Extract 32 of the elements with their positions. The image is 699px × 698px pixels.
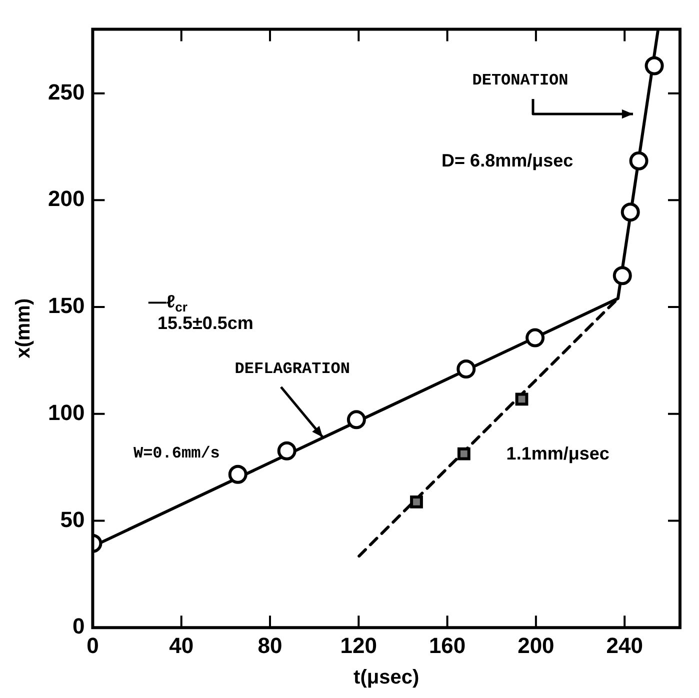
x-axis-title: t(μsec) xyxy=(354,666,420,689)
y-tick-label: 200 xyxy=(48,186,85,212)
x-tick-label: 200 xyxy=(518,632,554,658)
point xyxy=(457,447,470,460)
point xyxy=(228,464,248,484)
x-tick-label: 240 xyxy=(606,632,643,658)
x-tick-label: 120 xyxy=(340,632,378,658)
annotation: W=0.6mm/s xyxy=(133,444,220,462)
x-tick-label: 80 xyxy=(258,632,282,658)
y-tick-label: 100 xyxy=(48,400,85,425)
y-tick-label: 50 xyxy=(60,506,85,532)
y-axis-title: x(mm) xyxy=(12,298,35,358)
annotation: 1.1mm/μsec xyxy=(506,444,610,464)
point xyxy=(456,360,476,379)
annotation: D= 6.8mm/μsec xyxy=(442,150,574,170)
x-tick-label: 40 xyxy=(169,632,194,658)
point xyxy=(515,392,528,406)
x-tick-label: 160 xyxy=(428,632,466,658)
point xyxy=(526,328,545,348)
y-tick-label: 250 xyxy=(48,79,85,104)
point xyxy=(277,441,296,460)
point xyxy=(620,202,640,222)
point xyxy=(644,56,664,76)
y-tick-label: 0 xyxy=(72,614,85,639)
annotation: DETONATION xyxy=(472,72,568,90)
point xyxy=(612,266,632,286)
point xyxy=(346,410,366,430)
annotation: 15.5±0.5cm xyxy=(157,313,254,334)
y-tick-label: 150 xyxy=(48,293,85,318)
annotation: DEFLAGRATION xyxy=(234,360,350,378)
point xyxy=(629,151,648,170)
point xyxy=(410,495,423,508)
